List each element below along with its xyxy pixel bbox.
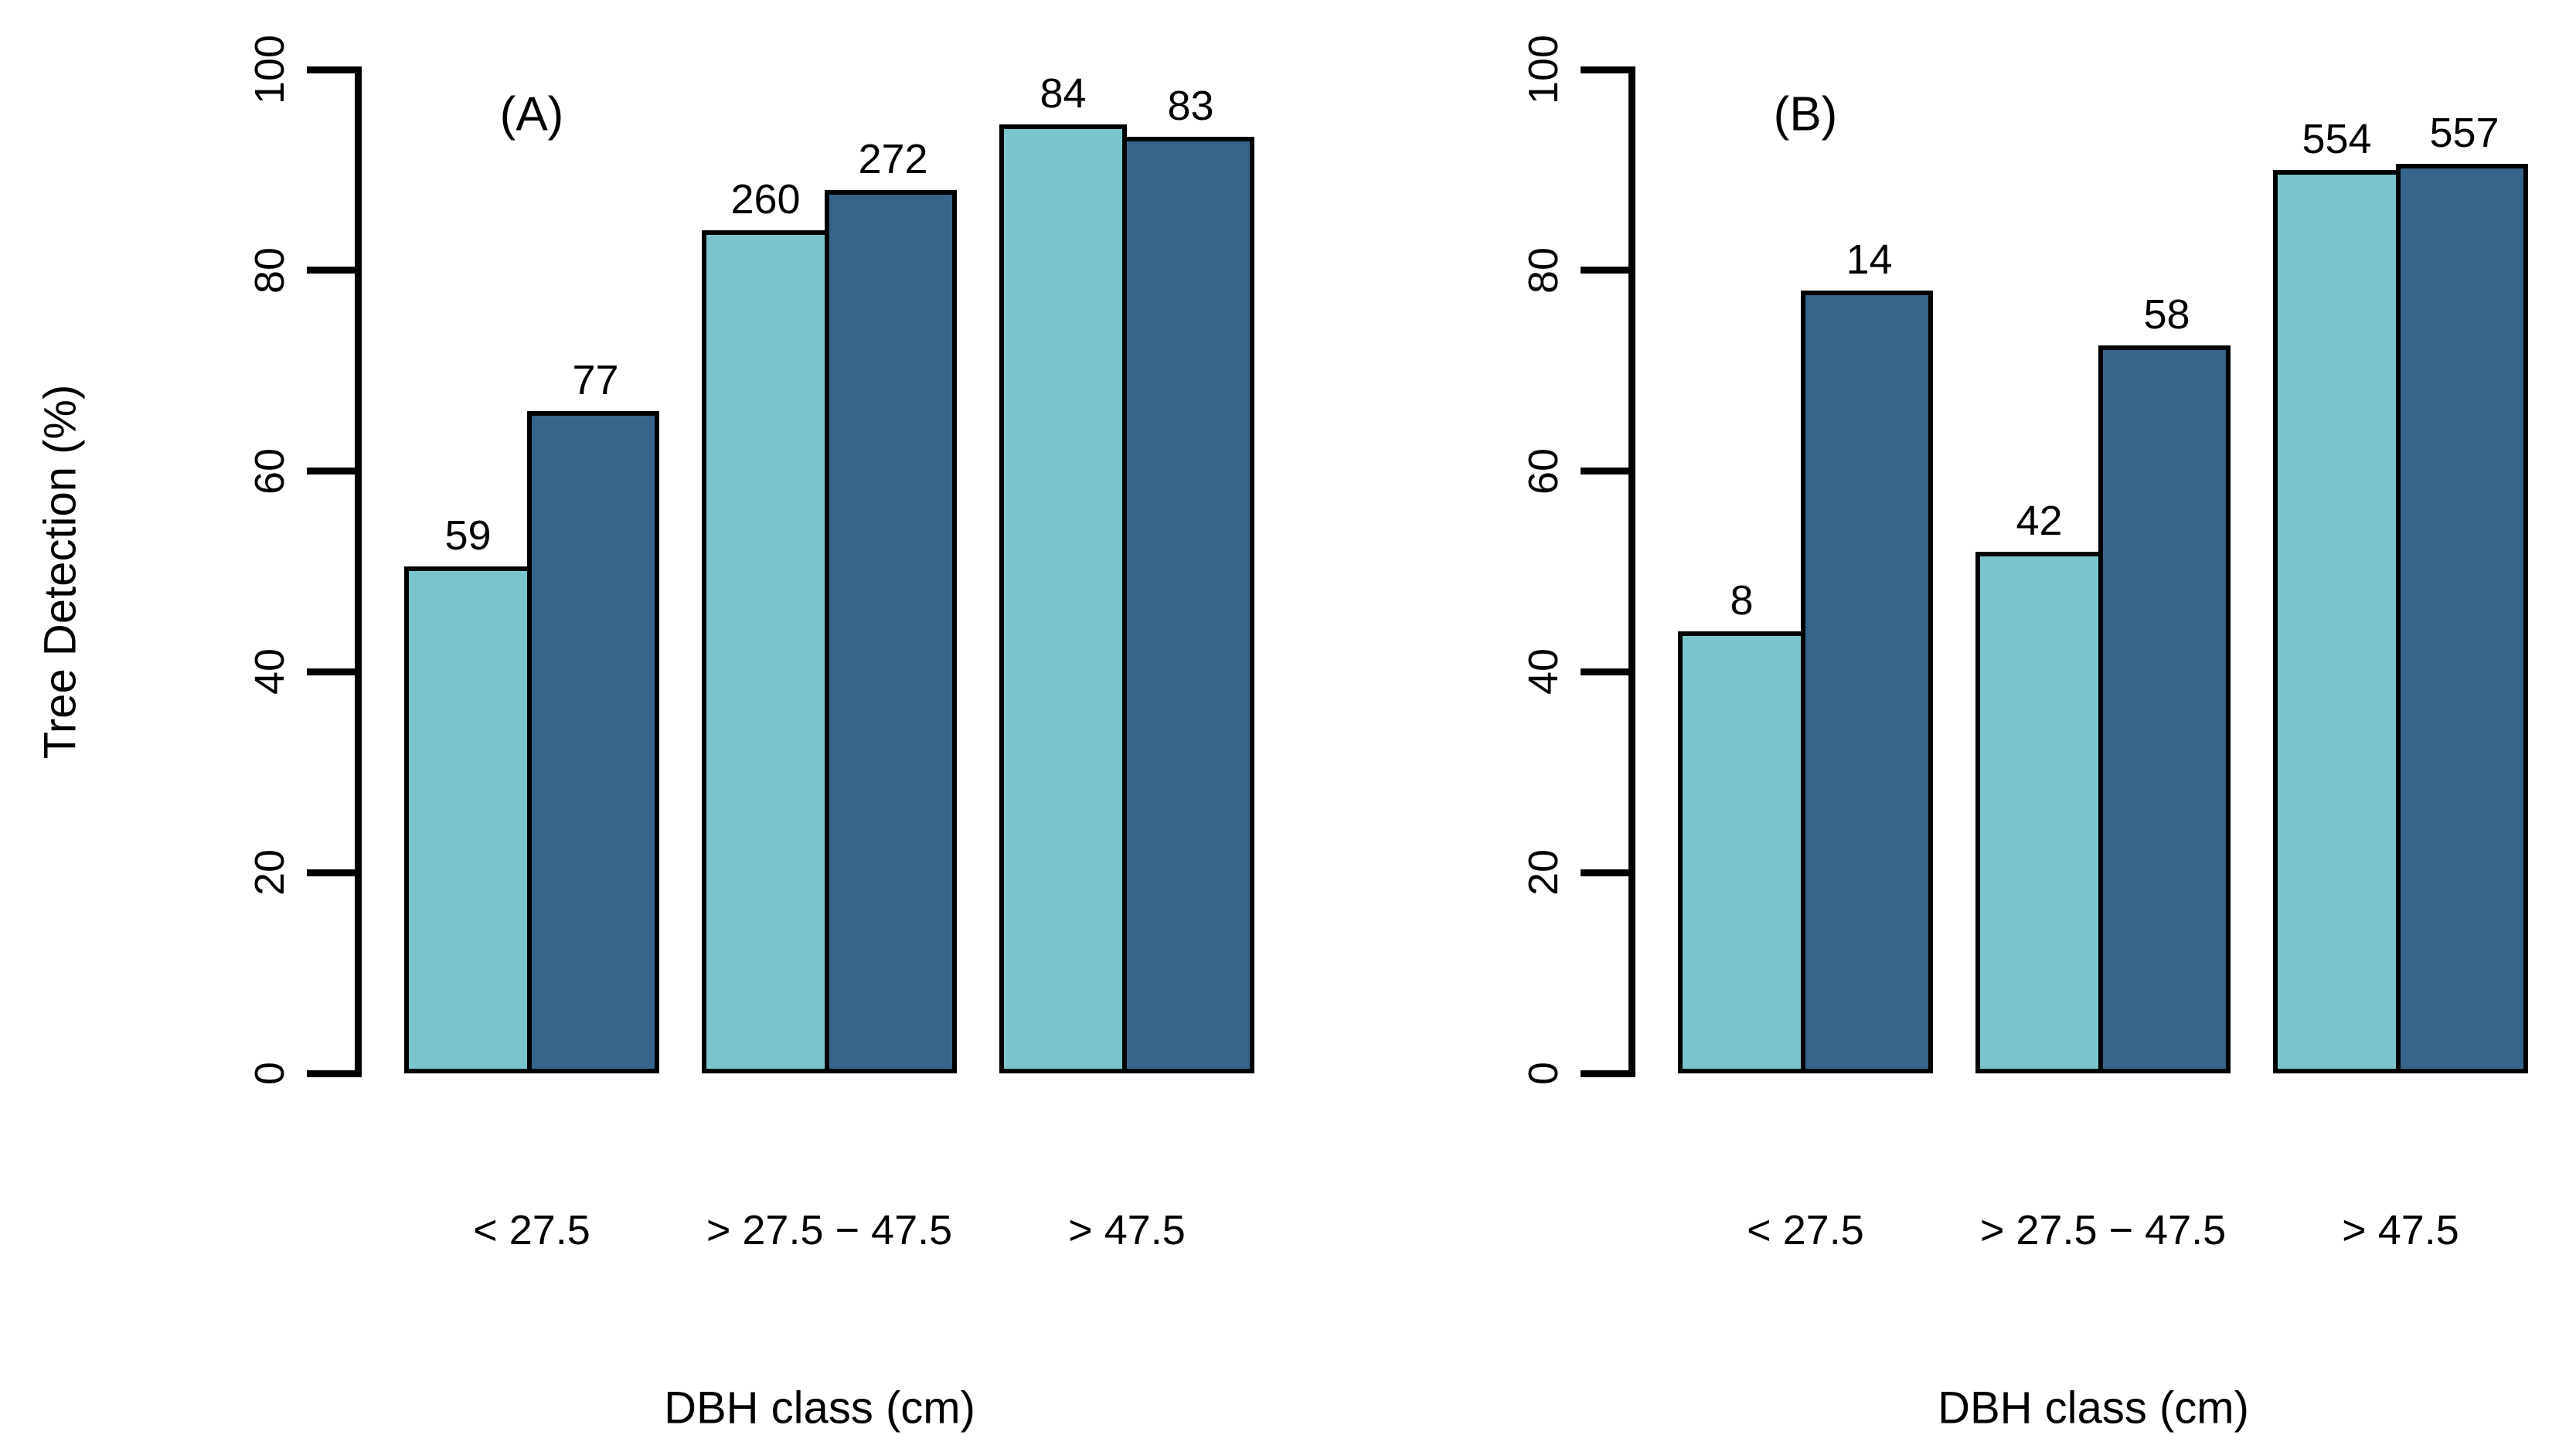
- y-tick-label: 20: [1520, 849, 1567, 896]
- bar-dark-blue: [825, 189, 957, 1073]
- x-category-label: < 27.5: [473, 1207, 590, 1253]
- bar-light-teal: [1975, 551, 2103, 1073]
- bar-value-label: 8: [1730, 577, 1754, 624]
- bar-light-teal: [1678, 631, 1805, 1073]
- x-category-label: > 27.5 − 47.5: [1979, 1207, 2227, 1253]
- y-tick-label: 60: [247, 447, 293, 495]
- y-tick-mark: [307, 267, 355, 274]
- y-tick-label: 40: [247, 648, 293, 695]
- bar-value-label: 557: [2429, 110, 2499, 157]
- y-tick-mark: [1581, 267, 1628, 274]
- x-axis-title: DBH class (cm): [664, 1382, 975, 1433]
- y-tick-mark: [1581, 668, 1628, 675]
- bar-dark-blue: [2098, 345, 2231, 1073]
- bar-value-label: 260: [730, 175, 801, 223]
- y-tick-label: 40: [1520, 648, 1567, 695]
- y-tick-label: 100: [247, 34, 293, 105]
- y-tick-mark: [307, 869, 355, 876]
- x-category-label: > 47.5: [2342, 1207, 2459, 1253]
- x-category-label: > 27.5 − 47.5: [706, 1207, 953, 1253]
- bar-light-teal: [2273, 169, 2401, 1073]
- bar-value-label: 84: [1040, 70, 1087, 117]
- y-axis-line: [355, 66, 362, 1077]
- bar-value-label: 14: [1846, 236, 1893, 283]
- x-axis-title: DBH class (cm): [1938, 1382, 2249, 1433]
- y-tick-label: 60: [1520, 447, 1567, 495]
- bar-value-label: 58: [2143, 291, 2190, 338]
- y-tick-mark: [307, 668, 355, 675]
- bar-light-teal: [702, 230, 829, 1073]
- bar-value-label: 42: [2016, 497, 2063, 544]
- bar-value-label: 554: [2302, 115, 2372, 162]
- y-tick-mark: [1581, 468, 1628, 475]
- y-axis-line: [1628, 66, 1635, 1077]
- y-tick-label: 20: [247, 849, 293, 896]
- y-tick-mark: [307, 66, 355, 73]
- panel-letter: (A): [499, 87, 564, 141]
- y-axis-title: Tree Detection (%): [35, 384, 86, 760]
- x-category-label: < 27.5: [1747, 1207, 1864, 1253]
- panel-letter: (B): [1773, 87, 1838, 141]
- bar-value-label: 272: [858, 135, 928, 182]
- bar-light-teal: [404, 566, 532, 1073]
- bar-light-teal: [999, 124, 1127, 1073]
- y-tick-mark: [307, 1070, 355, 1077]
- y-tick-mark: [1581, 1070, 1628, 1077]
- y-tick-mark: [1581, 66, 1628, 73]
- bar-value-label: 83: [1167, 83, 1214, 130]
- bar-value-label: 77: [572, 356, 619, 403]
- y-tick-label: 80: [1520, 247, 1567, 294]
- bar-value-label: 59: [444, 512, 492, 559]
- bar-dark-blue: [1122, 137, 1254, 1073]
- bar-dark-blue: [1801, 290, 1933, 1073]
- y-tick-mark: [307, 468, 355, 475]
- bar-dark-blue: [2396, 164, 2528, 1073]
- y-tick-label: 0: [1520, 1061, 1567, 1086]
- bar-dark-blue: [527, 410, 659, 1073]
- x-category-label: > 47.5: [1068, 1207, 1186, 1253]
- y-tick-label: 0: [247, 1061, 293, 1086]
- y-tick-label: 80: [247, 247, 293, 294]
- y-tick-mark: [1581, 869, 1628, 876]
- y-tick-label: 100: [1520, 34, 1567, 105]
